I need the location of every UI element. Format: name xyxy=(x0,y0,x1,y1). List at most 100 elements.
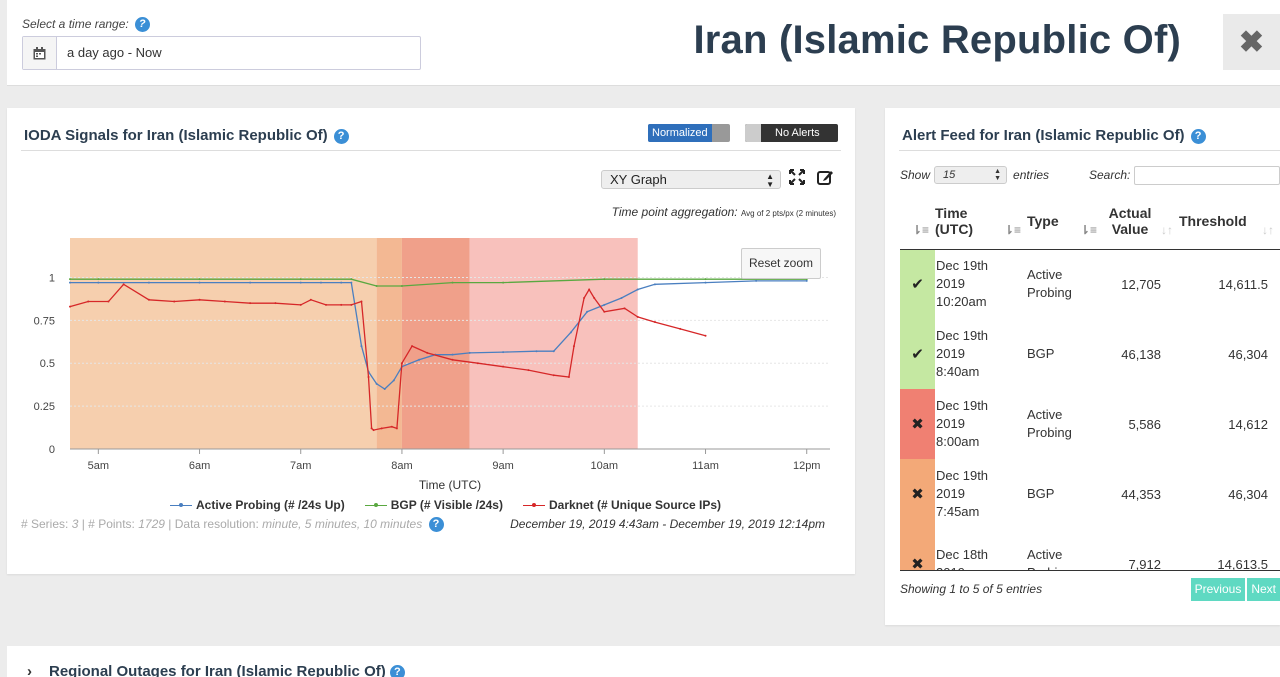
column-label[interactable]: Actual Value xyxy=(1108,205,1152,238)
help-icon[interactable]: ? xyxy=(1190,128,1206,144)
data-point xyxy=(392,379,395,382)
alert-type-line1: Active xyxy=(1027,547,1063,562)
meta-resolution-value: minute, 5 minutes, 10 minutes xyxy=(262,517,423,531)
legend-bgp[interactable]: BGP (# Visible /24s) xyxy=(364,498,503,512)
data-point xyxy=(636,288,639,291)
column-label[interactable]: Threshold xyxy=(1179,213,1247,230)
status-column-header[interactable]: ⇂≡ xyxy=(900,194,935,250)
regional-outages-panel[interactable]: › Regional Outages for Iran (Islamic Rep… xyxy=(7,646,1280,677)
sort-icon[interactable]: ⇂≡ xyxy=(911,222,929,237)
time-column-header[interactable]: Time (UTC) ⇂≡ xyxy=(935,194,1027,250)
entries-control: Show 15 ▲ ▼ entries xyxy=(900,166,1049,184)
normalized-toggle-label[interactable]: Normalized xyxy=(648,124,712,142)
data-point xyxy=(755,279,758,282)
table-row[interactable]: ✔ Dec 19th 2019 8:40am BGP 46,138 46,304 xyxy=(900,319,1280,389)
expand-icon[interactable] xyxy=(788,168,806,186)
data-point xyxy=(375,382,378,385)
data-point xyxy=(198,278,201,281)
alert-type-line1: Active xyxy=(1027,407,1063,422)
data-point xyxy=(319,281,322,284)
data-point xyxy=(147,298,150,301)
data-point xyxy=(476,362,479,365)
alert-threshold: 14,611.5 xyxy=(1218,276,1268,292)
data-point xyxy=(586,310,589,313)
help-icon[interactable]: ? xyxy=(389,664,405,677)
legend-active-probing[interactable]: Active Probing (# /24s Up) xyxy=(170,498,345,512)
data-point xyxy=(299,278,302,281)
alert-time-date: Dec 19th xyxy=(936,328,989,343)
table-row[interactable]: ✖ Dec 19th 2019 7:45am BGP 44,353 46,304 xyxy=(900,459,1280,529)
entries-value[interactable]: 15 xyxy=(943,169,956,181)
graph-type-select[interactable]: XY Graph ▲ ▼ xyxy=(601,170,781,189)
time-point-aggregation: Time point aggregation: Avg of 2 pts/px … xyxy=(612,205,836,219)
alerts-toggle-label[interactable]: No Alerts xyxy=(775,127,820,139)
entries-select[interactable]: 15 ▲ ▼ xyxy=(934,166,1008,184)
meta-resolution-label: | Data resolution: xyxy=(168,517,259,531)
alert-time-clock: 8:40am xyxy=(936,364,980,379)
chevron-right-icon[interactable]: › xyxy=(27,663,32,677)
reset-zoom-button[interactable]: Reset zoom xyxy=(741,248,821,279)
data-point xyxy=(535,350,538,353)
pagination: Previous Next xyxy=(1190,578,1280,601)
help-icon[interactable]: ? xyxy=(134,17,150,33)
calendar-icon[interactable] xyxy=(23,37,57,69)
alert-table: ⇂≡ Time (UTC) ⇂≡ Type ⇂≡ Actual Value ↓↑ Th… xyxy=(900,194,1280,599)
regional-outages-title-text[interactable]: Regional Outages for Iran (Islamic Repub… xyxy=(49,663,386,677)
alerts-toggle[interactable]: No Alerts xyxy=(745,124,838,142)
x-tick-label: 8am xyxy=(391,460,412,472)
edit-icon[interactable] xyxy=(816,168,834,186)
data-point xyxy=(411,345,414,348)
alert-type: BGP xyxy=(1027,319,1103,389)
y-tick-label: 0.25 xyxy=(34,401,55,413)
actual-column-header[interactable]: Actual Value ↓↑ xyxy=(1103,194,1179,250)
x-tick-label: 12pm xyxy=(793,460,821,472)
time-range-input[interactable]: a day ago - Now xyxy=(22,36,421,70)
search-input[interactable] xyxy=(1134,166,1280,185)
y-tick-label: 0.75 xyxy=(34,315,55,327)
data-point xyxy=(679,327,682,330)
alert-type: Active Probing xyxy=(1027,389,1103,459)
data-point xyxy=(274,302,277,305)
data-point xyxy=(97,281,100,284)
page-title: Iran (Islamic Republic Of) xyxy=(693,18,1181,62)
time-range-label: Select a time range:? xyxy=(22,17,150,33)
signals-panel: 0 0.25 0.5 0.75 1 5am 6am 7am 8am 9am 10am 11am 12pm… xyxy=(7,108,855,574)
sort-icon[interactable]: ↓↑ xyxy=(1161,222,1173,237)
type-column-header[interactable]: Type ⇂≡ xyxy=(1027,194,1103,250)
divider xyxy=(21,150,841,151)
status-icon: ✔ xyxy=(900,249,935,319)
meta-points-label: | # Points: xyxy=(81,517,135,531)
column-label[interactable]: Time (UTC) xyxy=(935,205,974,238)
data-point xyxy=(400,285,403,288)
sort-icon[interactable]: ↓↑ xyxy=(1262,222,1274,237)
alert-type-line2: Probing xyxy=(1027,425,1072,440)
x-axis-label: Time (UTC) xyxy=(419,478,481,492)
help-icon[interactable]: ? xyxy=(428,517,444,533)
regional-outages-title[interactable]: Regional Outages for Iran (Islamic Repub… xyxy=(49,663,405,677)
data-point xyxy=(147,281,150,284)
close-button[interactable]: ✖ xyxy=(1223,14,1280,70)
data-point xyxy=(603,310,606,313)
sort-icon[interactable]: ⇂≡ xyxy=(1003,222,1021,237)
help-icon[interactable]: ? xyxy=(333,128,349,144)
legend-darknet[interactable]: Darknet (# Unique Source IPs) xyxy=(522,498,722,512)
table-row[interactable]: ✔ Dec 19th 2019 10:20am Active Probing 12,705 1… xyxy=(900,249,1280,319)
data-point xyxy=(340,281,343,284)
legend-label[interactable]: BGP (# Visible /24s) xyxy=(390,498,503,512)
legend-label[interactable]: Darknet (# Unique Source IPs) xyxy=(548,498,722,512)
legend-line-icon xyxy=(170,501,192,509)
legend-label[interactable]: Active Probing (# /24s Up) xyxy=(196,498,345,512)
previous-button[interactable]: Previous xyxy=(1190,578,1246,601)
alerts-toggle-knob[interactable] xyxy=(745,124,761,142)
threshold-column-header[interactable]: Threshold ↓↑ xyxy=(1179,194,1280,250)
next-button[interactable]: Next xyxy=(1247,578,1280,601)
data-point xyxy=(583,297,586,300)
data-point xyxy=(704,334,707,337)
graph-type-value[interactable]: XY Graph xyxy=(610,172,667,187)
sort-icon[interactable]: ⇂≡ xyxy=(1079,222,1097,237)
time-range-value[interactable]: a day ago - Now xyxy=(67,45,162,60)
data-point xyxy=(249,281,252,284)
normalized-toggle[interactable]: Normalized xyxy=(648,124,730,142)
column-label[interactable]: Type xyxy=(1027,213,1059,230)
table-row[interactable]: ✖ Dec 19th 2019 8:00am Active Probing 5,586 14,… xyxy=(900,389,1280,459)
